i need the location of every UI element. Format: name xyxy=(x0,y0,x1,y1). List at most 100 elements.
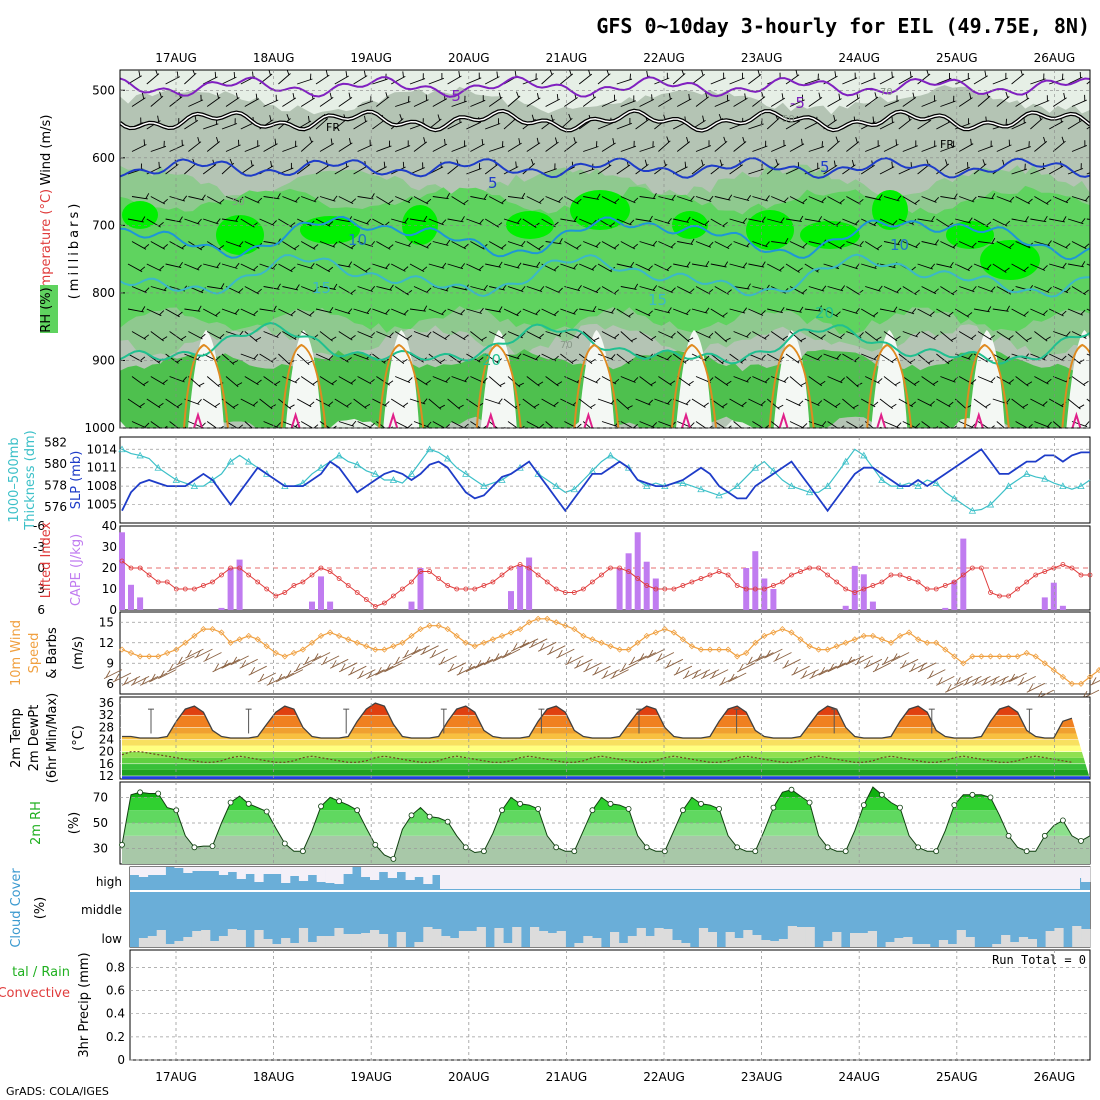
wind-barb xyxy=(958,376,974,385)
surface-wind-barb xyxy=(420,645,439,656)
wind-barb-feather xyxy=(689,422,695,428)
wind-barb xyxy=(221,76,237,85)
wind-barb xyxy=(1034,241,1050,247)
li-marker xyxy=(807,565,812,571)
wind-barb-feather xyxy=(162,198,168,204)
wind-marker xyxy=(688,643,695,650)
rh-marker xyxy=(969,791,976,798)
wind-barb xyxy=(579,263,595,271)
wind-barb xyxy=(846,141,860,152)
wind-barb xyxy=(616,263,633,268)
wind-barb xyxy=(485,308,501,313)
wind-barb xyxy=(560,218,577,223)
wind-barb-feather xyxy=(1080,309,1086,315)
thickness-marker xyxy=(878,476,886,483)
wind-barb xyxy=(714,331,728,343)
wind-barb-feather xyxy=(705,92,708,99)
wind-barb xyxy=(977,286,994,293)
thickness-marker xyxy=(244,457,253,465)
wind-barb xyxy=(353,353,369,360)
wind-barb-feather xyxy=(141,216,146,222)
surface-wind-barb-feather xyxy=(937,677,943,685)
wind-barb xyxy=(748,398,763,407)
contour-label-15: 15 xyxy=(648,291,667,309)
wind-barb xyxy=(1030,263,1046,271)
wind-barb-feather xyxy=(1081,261,1086,267)
cloud-low-gap xyxy=(636,928,646,947)
wind-barb-feather xyxy=(628,312,634,317)
date-label-top: 22AUG xyxy=(643,51,685,65)
surface-wind-barb-feather xyxy=(349,666,355,675)
wind-barb xyxy=(789,286,805,295)
li-marker xyxy=(861,586,867,592)
surface-wind-barb xyxy=(402,648,421,659)
contour-30 xyxy=(193,411,203,428)
wind-barb-feather xyxy=(859,332,864,338)
cloud-low-gap xyxy=(361,933,371,947)
date-label-bottom: 17AUG xyxy=(155,1070,197,1084)
li-marker xyxy=(562,590,568,595)
wind-barb xyxy=(672,353,687,364)
temp-tick-label: 32 xyxy=(99,708,114,722)
li-marker xyxy=(363,597,369,602)
cloud-high-gap xyxy=(1081,867,1091,882)
wind-barb-feather xyxy=(553,265,559,271)
wind-marker xyxy=(426,622,433,629)
wind-barb xyxy=(225,241,242,248)
rh-marker xyxy=(227,799,234,806)
cloud-high-gap xyxy=(218,867,229,875)
wind-barb xyxy=(489,331,504,340)
wind-barb-feather xyxy=(573,137,576,144)
wind-barb xyxy=(1086,353,1090,356)
wind-barb xyxy=(827,331,843,340)
wind-barb xyxy=(955,77,971,85)
wind-barb-feather xyxy=(178,216,183,222)
surface-wind-barb-feather xyxy=(702,670,708,678)
contour-label-10: 10 xyxy=(890,236,909,254)
wind-barb xyxy=(578,398,593,410)
wind-barb xyxy=(658,97,673,107)
wind-barb xyxy=(485,123,501,130)
li-marker xyxy=(590,579,595,585)
wind-barb-feather xyxy=(632,243,638,249)
wind-marker xyxy=(779,626,786,633)
wind-barb-feather xyxy=(406,335,413,340)
cloud-low-gap xyxy=(138,938,149,947)
wind-barb xyxy=(861,263,877,270)
li-marker xyxy=(644,583,650,588)
wind-barb xyxy=(733,141,747,152)
wind-barb xyxy=(263,331,279,338)
surface-wind-barb xyxy=(782,658,801,669)
wind-barb xyxy=(635,164,649,175)
cloud-low-gap xyxy=(396,932,406,947)
contour-30 xyxy=(876,411,887,428)
wind-marker xyxy=(236,636,243,643)
rh-marker xyxy=(336,798,343,805)
surface-wind-barb xyxy=(474,658,494,669)
wind-barb-feather xyxy=(761,91,764,98)
wind-barb-feather xyxy=(652,240,658,246)
wind-barb xyxy=(789,99,805,107)
wind-barb-feather xyxy=(295,196,300,202)
wind-barb xyxy=(263,376,277,387)
wind-barb xyxy=(165,398,180,409)
cape-tick-label: 40 xyxy=(102,519,117,533)
wind-barb xyxy=(879,353,894,364)
wind-barb-feather xyxy=(795,70,798,77)
rh-tick-label: 30 xyxy=(93,842,108,856)
wind-barb-feather xyxy=(389,284,394,291)
cloud-low-gap xyxy=(645,936,655,947)
wind-barb xyxy=(1086,172,1090,175)
thickness-marker xyxy=(679,479,687,486)
cloud-high-gap xyxy=(227,867,237,872)
wind-barb-feather xyxy=(255,337,262,341)
wind-barb xyxy=(169,196,186,202)
surface-wind-barb-feather xyxy=(901,660,907,668)
wind-barb xyxy=(729,218,746,224)
wind-barb-feather xyxy=(704,220,710,226)
wind-tick-label: 12 xyxy=(99,636,114,650)
wind-barb xyxy=(1015,241,1031,249)
wind-barb xyxy=(507,286,524,293)
wind-marker xyxy=(616,646,623,653)
